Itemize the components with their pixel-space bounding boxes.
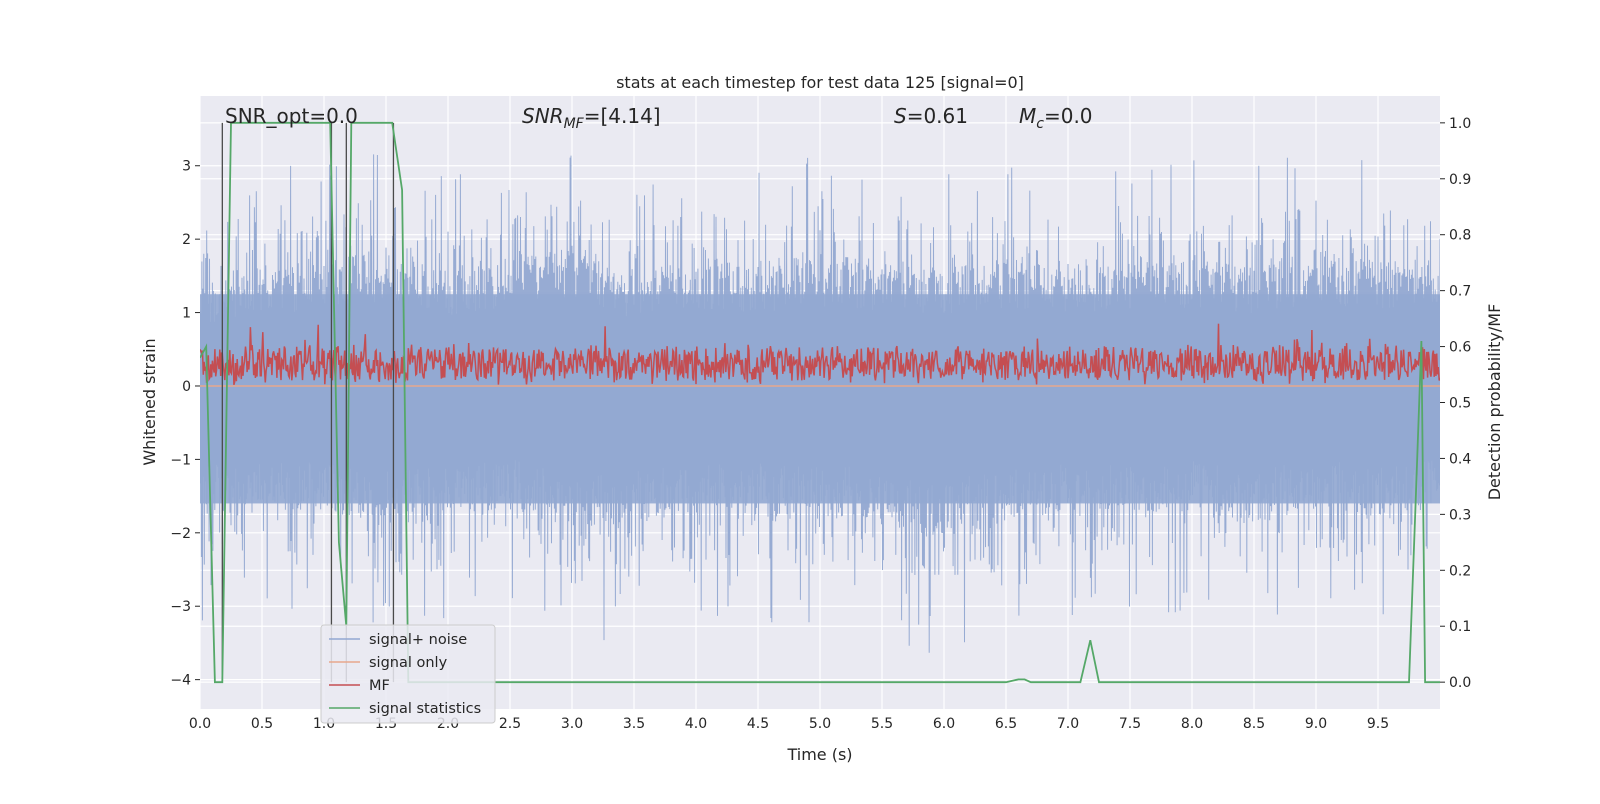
x-tick-label: 8.5 — [1243, 716, 1265, 732]
legend-box — [320, 624, 496, 724]
s-symbol: S — [894, 104, 907, 128]
annotation-snr-opt: SNR_opt=0.0 — [225, 104, 358, 128]
series-signal-statistics-line — [200, 121, 1440, 684]
y-right-tick-label: 0.8 — [1449, 228, 1471, 244]
snr-mf-symbol: SNR — [522, 104, 564, 128]
x-tick-label: 6.0 — [933, 716, 955, 732]
x-tick-label: 3.0 — [561, 716, 583, 732]
x-tick-label: 2.5 — [499, 716, 521, 732]
x-tick-label: 4.5 — [747, 716, 769, 732]
annotation-snr-mf: SNRMF=[4.14] — [522, 104, 661, 132]
y-right-tick-label: 0.1 — [1449, 619, 1471, 635]
y-right-tick-label: 0.7 — [1449, 284, 1471, 300]
y-right-tick-label: 0.5 — [1449, 396, 1471, 412]
x-tick-label: 0.0 — [189, 716, 211, 732]
legend: signal+ noise signal only MF signal stat… — [320, 624, 496, 724]
y-left-tick-label: −1 — [170, 452, 191, 468]
x-tick-label: 9.0 — [1305, 716, 1327, 732]
x-tick-label: 7.0 — [1057, 716, 1079, 732]
x-tick-label: 5.5 — [871, 716, 893, 732]
y-axis-left-label: Whitened strain — [140, 338, 159, 465]
y-right-tick-label: 1.0 — [1449, 116, 1471, 132]
x-tick-label: 6.5 — [995, 716, 1017, 732]
series-mf-line — [200, 323, 1440, 385]
x-tick-label: 9.5 — [1367, 716, 1389, 732]
legend-label-mf: MF — [369, 678, 390, 694]
y-left-tick-label: 0 — [182, 379, 191, 395]
legend-label-signal-statistics: signal statistics — [369, 701, 481, 717]
chart-title: stats at each timestep for test data 125… — [616, 73, 1024, 92]
snr-mf-value: =[4.14] — [584, 104, 661, 128]
y-right-tick-label: 0.2 — [1449, 563, 1471, 579]
y-left-tick-label: −3 — [170, 599, 191, 615]
y-axis-right-label: Detection probability/MF — [1485, 304, 1504, 501]
data-layer — [200, 121, 1440, 684]
x-tick-label: 5.0 — [809, 716, 831, 732]
x-axis-label: Time (s) — [786, 745, 852, 764]
x-tick-label: 3.5 — [623, 716, 645, 732]
series-signal-noise-core — [200, 294, 1440, 504]
x-tick-label: 4.0 — [685, 716, 707, 732]
x-tick-label: 0.5 — [251, 716, 273, 732]
y-left-tick-label: 2 — [182, 232, 191, 248]
y-left-tick-label: −4 — [170, 673, 191, 689]
y-left-tick-label: 3 — [182, 159, 191, 175]
y-right-tick-label: 0.4 — [1449, 451, 1471, 467]
mc-value: =0.0 — [1044, 104, 1093, 128]
y-left-tick-label: 1 — [182, 306, 191, 322]
y-right-tick-label: 0.6 — [1449, 340, 1471, 356]
x-tick-label: 8.0 — [1181, 716, 1203, 732]
mc-symbol: M — [1019, 104, 1036, 128]
snr-mf-subscript: MF — [564, 116, 585, 132]
mc-subscript: c — [1036, 116, 1044, 132]
y-right-tick-label: 0.3 — [1449, 507, 1471, 523]
legend-label-signal-noise: signal+ noise — [369, 632, 467, 648]
annotation-s: S=0.61 — [894, 104, 968, 128]
y-right-tick-label: 0.9 — [1449, 172, 1471, 188]
s-value: =0.61 — [907, 104, 968, 128]
y-left-tick-label: −2 — [170, 526, 191, 542]
legend-label-signal-only: signal only — [369, 655, 448, 671]
annotation-mc: Mc=0.0 — [1019, 104, 1093, 132]
y-right-tick-label: 0.0 — [1449, 675, 1471, 691]
x-tick-label: 7.5 — [1119, 716, 1141, 732]
